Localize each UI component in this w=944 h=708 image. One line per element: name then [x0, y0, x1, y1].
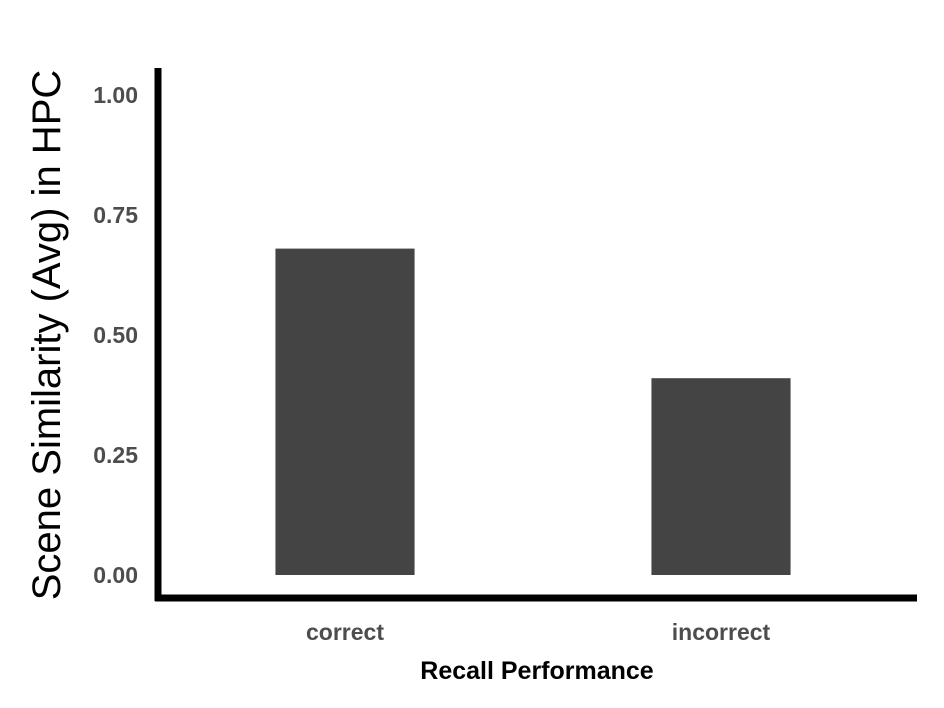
y-tick-label: 0.50: [93, 322, 138, 348]
x-axis-title: Recall Performance: [420, 657, 654, 685]
x-tick-labels: correct incorrect: [306, 619, 771, 645]
y-tick-label: 0.00: [93, 562, 138, 588]
x-tick-label-incorrect: incorrect: [672, 619, 771, 645]
y-tick-label: 0.75: [93, 202, 138, 228]
y-tick-label: 0.25: [93, 442, 138, 468]
bar-incorrect: [651, 378, 791, 575]
y-tick-label: 1.00: [93, 82, 138, 108]
x-tick-label-correct: correct: [306, 619, 384, 645]
y-tick-labels: 0.00 0.25 0.50 0.75 1.00: [93, 82, 138, 588]
bar-correct: [275, 248, 415, 575]
bars-group: [275, 248, 791, 575]
y-axis-title: Scene Similarity (Avg) in HPC: [25, 70, 69, 601]
